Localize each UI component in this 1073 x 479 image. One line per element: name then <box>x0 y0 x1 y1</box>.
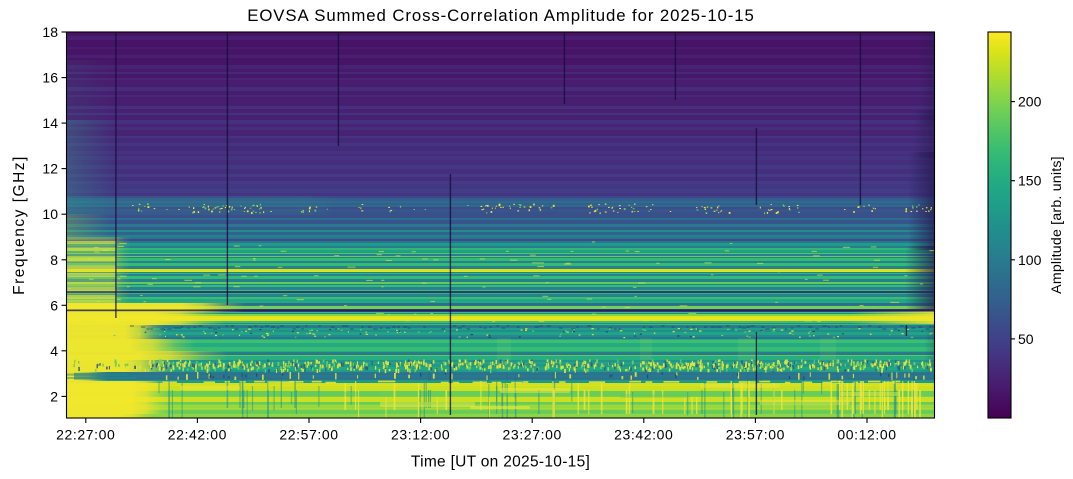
svg-text:EOVSA Summed Cross-Correlation: EOVSA Summed Cross-Correlation Amplitude… <box>247 6 754 25</box>
svg-text:Amplitude [arb. units]: Amplitude [arb. units] <box>1049 156 1065 294</box>
svg-text:23:12:00: 23:12:00 <box>391 427 450 443</box>
svg-text:4: 4 <box>50 343 58 359</box>
svg-text:Time [UT on 2025-10-15]: Time [UT on 2025-10-15] <box>411 454 590 471</box>
svg-text:23:57:00: 23:57:00 <box>726 427 785 443</box>
svg-text:22:27:00: 22:27:00 <box>56 427 115 443</box>
svg-text:22:42:00: 22:42:00 <box>168 427 227 443</box>
svg-text:Frequency [GHz]: Frequency [GHz] <box>11 155 28 295</box>
svg-text:23:27:00: 23:27:00 <box>503 427 562 443</box>
svg-text:100: 100 <box>1018 252 1042 268</box>
svg-text:14: 14 <box>42 115 58 131</box>
svg-text:16: 16 <box>42 70 58 86</box>
svg-text:150: 150 <box>1018 173 1042 189</box>
svg-text:2: 2 <box>50 388 58 404</box>
svg-text:10: 10 <box>42 206 58 222</box>
svg-text:23:42:00: 23:42:00 <box>614 427 673 443</box>
svg-text:22:57:00: 22:57:00 <box>279 427 338 443</box>
svg-text:200: 200 <box>1018 94 1042 110</box>
svg-text:18: 18 <box>42 24 58 40</box>
svg-text:00:12:00: 00:12:00 <box>837 427 896 443</box>
svg-text:12: 12 <box>42 161 58 177</box>
svg-text:6: 6 <box>50 297 58 313</box>
svg-text:50: 50 <box>1018 331 1034 347</box>
svg-text:8: 8 <box>50 252 58 268</box>
